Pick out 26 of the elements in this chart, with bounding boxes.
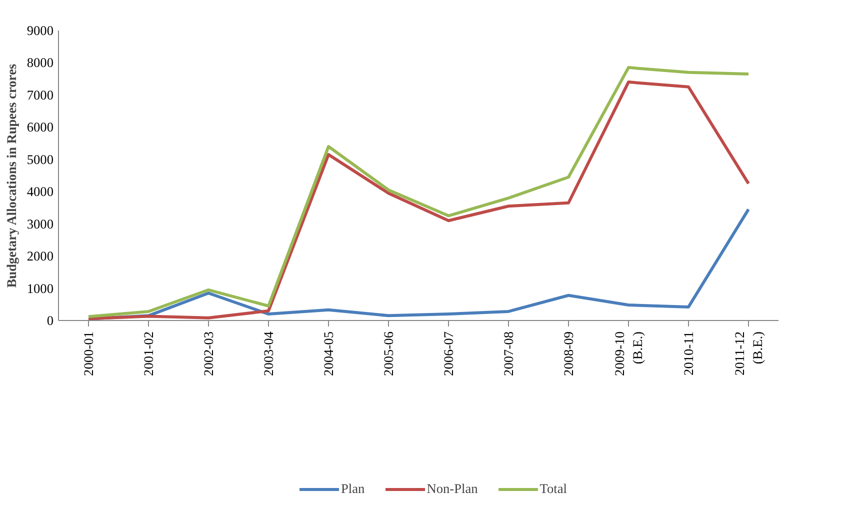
x-tick-label: 2003-04 (261, 331, 276, 376)
y-tick-label: 4000 (26, 184, 54, 200)
legend-label: Total (540, 481, 567, 497)
y-tick-label: 5000 (26, 152, 54, 167)
x-tick-label: 2002-03 (201, 331, 216, 376)
legend-label: Plan (341, 481, 365, 497)
x-tick-label: 2010-11 (681, 331, 696, 376)
x-tick-label: 2005-06 (381, 331, 396, 376)
x-tick-label: 2008-09 (561, 331, 576, 376)
y-tick-label: 3000 (26, 216, 54, 232)
y-tick-label: 9000 (26, 23, 54, 38)
y-axis-title: Budgetary Allocations in Rupees crores (4, 64, 19, 288)
legend-label: Non-Plan (426, 481, 478, 497)
x-tick-label: 2006-07 (441, 331, 456, 376)
y-tick-label: 2000 (26, 248, 54, 264)
x-tick-label: 2009-10 (B.E.) (612, 331, 645, 376)
y-tick-label: 1000 (26, 280, 54, 296)
x-tick-label: 2000-01 (81, 331, 96, 376)
y-tick-label: 0 (46, 313, 54, 328)
x-tick-label: 2004-05 (321, 331, 336, 376)
x-tick-label: 2011-12 (B.E.) (732, 331, 765, 376)
y-tick-label: 8000 (26, 55, 54, 70)
x-tick-label: 2001-02 (141, 331, 156, 376)
y-tick-label: 6000 (26, 120, 54, 135)
x-tick-label: 2007-08 (501, 331, 516, 376)
y-tick-label: 7000 (26, 87, 54, 102)
